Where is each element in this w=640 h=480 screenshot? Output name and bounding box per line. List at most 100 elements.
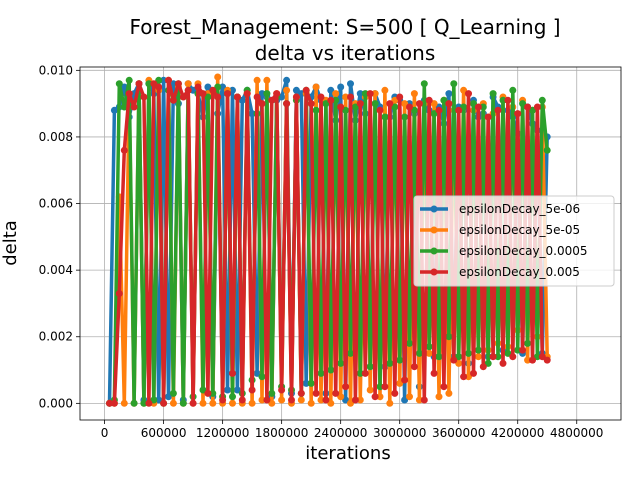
data-point [445,389,453,397]
data-point [322,396,330,404]
data-point [415,396,423,404]
data-point [263,90,271,98]
y-tick-label: 0.004 [39,263,73,277]
data-point [312,83,320,91]
data-point [327,399,335,407]
data-point [386,359,394,367]
data-point [263,76,271,84]
data-point [229,86,236,94]
x-tick-label: 4200000 [491,426,544,440]
data-point [219,396,227,404]
y-tick-label: 0.000 [39,396,73,410]
data-point [499,96,507,104]
x-tick-label: 600000 [141,426,187,440]
data-point [465,90,472,98]
data-point [179,93,187,101]
data-point [396,379,404,387]
data-point [509,353,517,361]
data-point [347,93,354,101]
data-point [155,76,163,84]
legend-marker [430,205,438,213]
data-point [455,353,463,361]
data-point [302,379,310,387]
data-point [406,339,413,347]
data-point [435,393,443,401]
data-point [425,96,433,104]
data-point [209,399,217,407]
legend-box [413,195,615,287]
data-point [312,389,320,397]
data-point [445,333,453,341]
data-point [273,90,281,98]
data-point [514,110,522,118]
data-point [337,359,345,367]
data-point [465,349,472,357]
data-point [327,366,335,374]
y-tick-label: 0.006 [39,197,73,211]
data-point [224,90,231,98]
data-point [317,369,325,377]
series-layer [106,73,551,407]
data-point [145,399,153,407]
x-axis-label: iterations [305,443,390,464]
data-point [533,353,541,361]
data-point [297,396,305,404]
data-point [115,290,123,297]
data-point [312,106,320,114]
legend-label: epsilonDecay_5e-05 [459,223,580,237]
data-point [356,90,364,98]
data-point [361,369,369,377]
data-point [120,399,128,407]
data-point [450,356,458,364]
data-point [356,396,364,404]
data-point [391,389,399,397]
data-point [376,393,384,401]
y-axis-ticks: 0.000 0.002 0.004 0.006 0.008 0.010 [39,63,80,410]
data-point [371,393,379,401]
data-point [430,110,438,118]
data-point [229,393,236,401]
data-point [337,83,345,91]
data-point [283,76,291,84]
data-point [342,93,350,101]
data-point [184,80,192,88]
data-point [209,389,217,397]
data-point [332,96,340,104]
data-point [283,86,291,94]
data-point [307,379,315,387]
data-point [258,396,266,404]
data-point [106,399,113,407]
data-point [381,113,389,121]
data-point [283,100,291,108]
data-point [474,103,482,111]
x-tick-label: 1800000 [255,426,308,440]
data-point [332,90,340,98]
data-point [155,396,163,404]
x-axis-ticks: 0 600000 1200000 1800000 2400000 3000000 36000… [101,420,603,440]
data-point [366,90,374,98]
data-point [514,346,522,354]
data-point [391,96,399,104]
data-point [342,383,350,391]
legend-label: epsilonDecay_0.0005 [459,244,588,258]
x-tick-label: 4800000 [550,426,603,440]
data-point [460,103,468,111]
legend: epsilonDecay_5e-06 epsilonDecay_5e-05epsi… [413,195,615,287]
data-point [470,369,477,377]
legend-marker [430,226,438,234]
data-point [268,399,276,407]
plot-frame [79,66,622,421]
data-point [258,373,266,381]
data-point [396,356,404,364]
data-point [229,369,236,377]
data-point [258,100,266,108]
data-point [494,106,502,114]
data-point [317,396,325,404]
data-point [396,93,404,101]
data-point [337,103,345,111]
data-point [401,113,409,121]
data-point [519,346,527,354]
data-point [214,93,222,101]
data-point [440,383,448,391]
data-point [115,80,123,88]
